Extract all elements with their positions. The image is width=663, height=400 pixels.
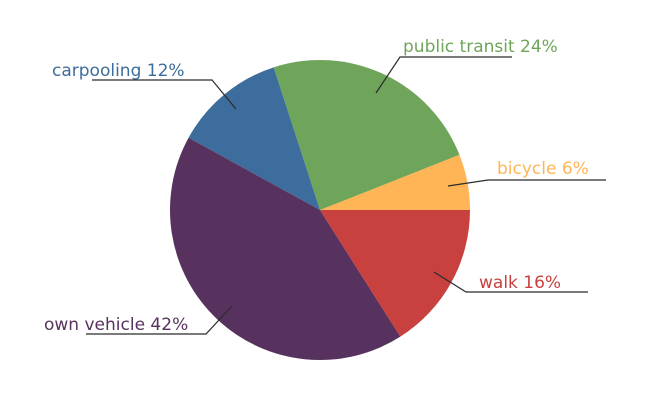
leader-line-walk — [433, 271, 588, 293]
label-bicycle: bicycle 6% — [497, 159, 589, 179]
slice-own-vehicle — [169, 137, 401, 360]
pie-slices — [169, 59, 470, 360]
label-own-vehicle: own vehicle 42% — [44, 315, 188, 335]
slice-labels: bicycle 6% public transit 24% carpooling… — [44, 37, 589, 335]
leader-line-bicycle — [447, 179, 606, 187]
slice-walk — [320, 210, 470, 337]
leader-lines — [86, 56, 606, 335]
leader-line-carpooling — [92, 79, 237, 110]
slice-public-transit — [273, 59, 460, 210]
leader-line-own-vehicle — [86, 305, 233, 335]
label-public-transit: public transit 24% — [403, 37, 558, 57]
label-walk: walk 16% — [479, 273, 561, 293]
slice-carpooling — [188, 67, 320, 210]
leader-line-public-transit — [375, 56, 512, 94]
slice-bicycle — [320, 154, 470, 210]
label-carpooling: carpooling 12% — [52, 61, 185, 81]
